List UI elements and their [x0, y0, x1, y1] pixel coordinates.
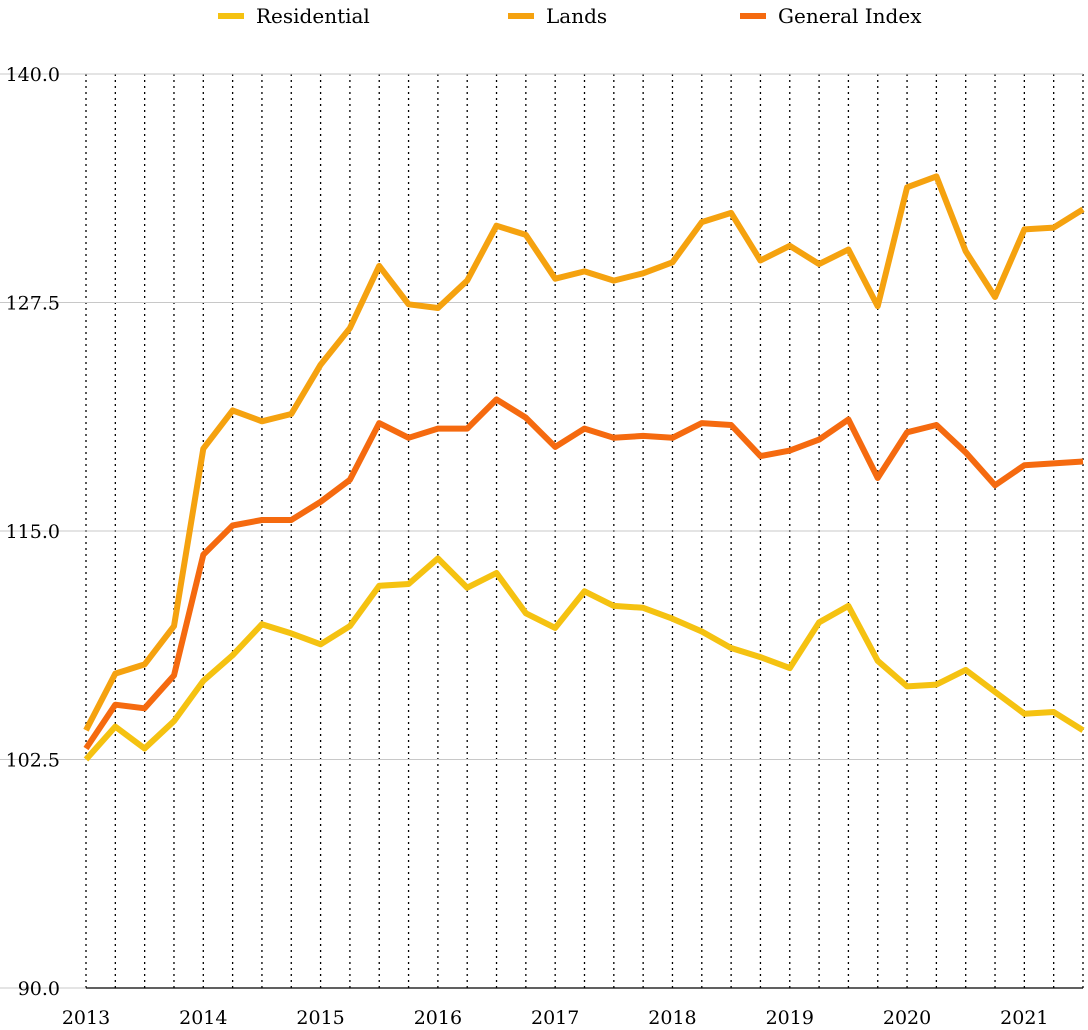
y-axis: 90.0 102.5 115.0 127.5 140.0 — [6, 64, 60, 1000]
y-tick-label: 115.0 — [6, 521, 60, 543]
series-line-residential — [83, 555, 1085, 762]
y-tick-label: 102.5 — [6, 750, 60, 772]
y-tick-label: 90.0 — [18, 978, 60, 1000]
series-line-lands — [83, 173, 1085, 732]
x-tick-label: 2015 — [296, 1007, 344, 1029]
x-tick-label: 2016 — [414, 1007, 462, 1029]
y-tick-label: 127.5 — [6, 293, 60, 315]
x-tick-label: 2017 — [531, 1007, 579, 1029]
grid-layer — [0, 73, 1084, 989]
x-axis: 2013 2014 2015 2016 2017 2018 2019 2020 2021 — [62, 1007, 1049, 1029]
series-line-general-index — [83, 396, 1084, 751]
y-tick-label: 140.0 — [6, 64, 60, 86]
legend-label-general-index: General Index — [778, 4, 922, 28]
x-tick-label: 2013 — [62, 1007, 110, 1029]
x-tick-label: 2021 — [1000, 1007, 1048, 1029]
x-tick-label: 2014 — [179, 1007, 227, 1029]
x-tick-label: 2019 — [766, 1007, 814, 1029]
series-layer — [83, 173, 1085, 762]
legend-label-residential: Residential — [256, 4, 370, 28]
x-tick-label: 2018 — [648, 1007, 696, 1029]
legend: Residential Lands General Index — [218, 4, 922, 28]
x-tick-label: 2020 — [883, 1007, 931, 1029]
legend-label-lands: Lands — [546, 4, 607, 28]
